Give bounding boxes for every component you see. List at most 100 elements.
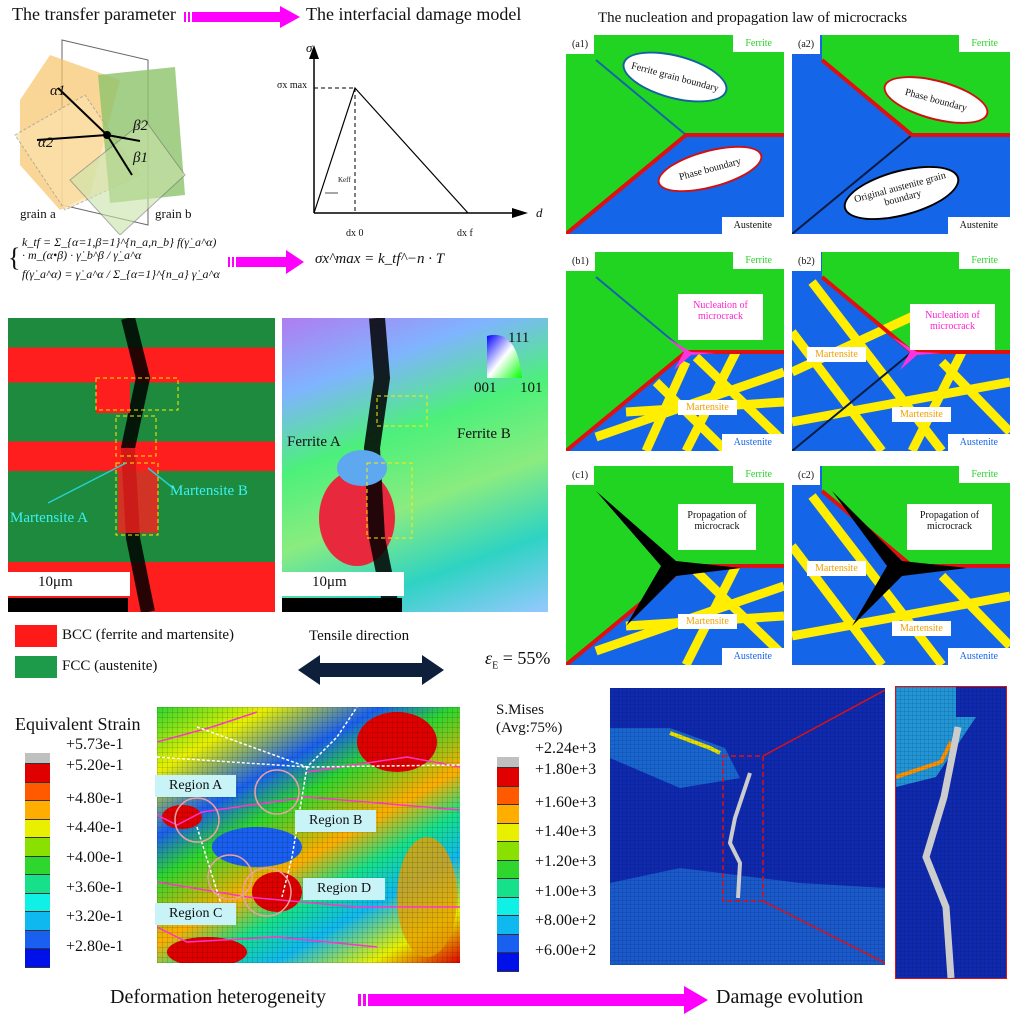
panel-b1: (b1) Ferrite Austenite Nucleation of mic…: [566, 252, 784, 451]
double-arrow-icon: [298, 655, 444, 685]
region-d-label: Region D: [303, 878, 386, 900]
colorbar-segment: [25, 930, 50, 949]
colorbar-segment: [25, 875, 50, 894]
epsilon-sub: E: [492, 660, 499, 672]
strain-value: εE = 55%: [485, 648, 550, 672]
austenite-label: Austenite: [721, 217, 784, 234]
ipf-101-label: 101: [520, 380, 543, 396]
ipf-001-label: 001: [474, 380, 497, 396]
crack-zoom-features: [896, 687, 1006, 978]
colorbar-tick-label: +2.24e+3: [535, 740, 597, 757]
colorbar-tick-label: +1.40e+3: [535, 823, 597, 840]
colorbar-tick-label: +5.73e-1: [66, 736, 124, 753]
colorbar-tick-label: +4.00e-1: [66, 849, 124, 866]
colorbar-tick-label: +1.80e+3: [535, 761, 597, 778]
bcc-swatch: [15, 625, 57, 647]
interfacial-damage-title: The interfacial damage model: [306, 4, 522, 24]
fcc-label: FCC (austenite): [62, 658, 158, 674]
phase-map-features: [47, 318, 179, 612]
colorbar-tick-label: +1.60e+3: [535, 794, 597, 811]
fcc-swatch: [15, 656, 57, 678]
martensite-label: Martensite: [892, 621, 951, 636]
colorbar-segment: [25, 801, 50, 820]
colorbar-tick-label: +1.20e+3: [535, 853, 597, 870]
grain-b-label: grain b: [155, 206, 192, 221]
smises-title: S.Mises: [496, 702, 544, 718]
colorbar-segment: [497, 757, 519, 768]
martensite-label: Martensite: [807, 561, 866, 576]
strain-colorbar: [25, 753, 50, 968]
df-label: dx f: [457, 228, 473, 239]
region-b-label: Region B: [295, 810, 377, 832]
martensite-label: Martensite: [807, 347, 866, 362]
austenite-label: Austenite: [947, 648, 1010, 665]
brace: {: [8, 243, 21, 272]
colorbar-tick-label: +6.00e+2: [535, 942, 597, 959]
nucleation-callout: Nucleation of microcrack: [678, 294, 763, 340]
ferrite-label: Ferrite: [959, 35, 1010, 52]
stress-contour-features: [610, 688, 885, 965]
colorbar-segment: [25, 782, 50, 801]
panel-c1: (c1) Ferrite Austenite Propagation of mi…: [566, 466, 784, 665]
ferrite-label: Ferrite: [959, 466, 1010, 483]
colorbar-segment: [497, 916, 519, 935]
colorbar-segment: [497, 860, 519, 879]
martensite-label: Martensite: [678, 400, 737, 415]
alpha1-label: α1: [50, 83, 66, 99]
sigma-max-label: σx max: [277, 80, 308, 91]
strain-contour-map: [157, 707, 460, 963]
microcrack-title: The nucleation and propagation law of mi…: [598, 10, 908, 26]
panel-a2: (a2) Ferrite Austenite Phase boundary Or…: [792, 35, 1010, 234]
austenite-label: Austenite: [947, 217, 1010, 234]
tensile-direction-label: Tensile direction: [309, 628, 410, 644]
colorbar-tick-label: +2.80e-1: [66, 938, 124, 955]
colorbar-tick-label: +3.20e-1: [66, 908, 124, 925]
panel-a1: (a1) Ferrite Austenite Ferrite grain bou…: [566, 35, 784, 234]
martensite-a-label: Martensite A: [10, 510, 88, 526]
colorbar-segment: [497, 768, 519, 787]
magenta-arrow-icon: [228, 250, 304, 274]
smises-subtitle: (Avg:75%): [496, 720, 563, 736]
colorbar-segment: [25, 764, 50, 783]
region-c-label: Region C: [155, 903, 237, 925]
nucleation-callout: Nucleation of microcrack: [910, 304, 995, 350]
scale-bar-label: 10μm: [282, 572, 404, 596]
propagation-callout: Propagation of microcrack: [907, 504, 992, 550]
colorbar-segment: [497, 879, 519, 898]
formula-sigma-max: σx^max = k_tf^−n · T: [315, 251, 445, 267]
colorbar-segment: [497, 786, 519, 805]
colorbar-segment: [25, 838, 50, 857]
equivalent-strain-title: Equivalent Strain: [15, 714, 141, 734]
ipf-111-label: 111: [508, 330, 530, 346]
ferrite-a-label: Ferrite A: [287, 434, 341, 450]
slip-transfer-diagram: [14, 39, 186, 235]
colorbar-segment: [25, 893, 50, 912]
colorbar-segment: [497, 805, 519, 824]
ipf-map-features: [319, 318, 522, 612]
martensite-b-label: Martensite B: [170, 483, 248, 499]
panel-label: (c1): [566, 466, 595, 485]
crack-zoom-inset: [895, 686, 1007, 979]
scale-bar-label: 10μm: [8, 572, 130, 596]
grain-a-label: grain a: [20, 206, 56, 221]
bcc-label: BCC (ferrite and martensite): [62, 627, 235, 643]
ferrite-label: Ferrite: [733, 35, 784, 52]
magenta-arrow-icon: [184, 6, 300, 28]
colorbar-segment: [25, 856, 50, 875]
colorbar-tick-label: +4.40e-1: [66, 819, 124, 836]
panel-label: (a1): [566, 35, 595, 54]
beta2-label: β2: [133, 118, 148, 134]
scale-bar: [282, 598, 402, 612]
keff-label: Keff: [338, 176, 351, 184]
magenta-arrow-icon: [358, 986, 708, 1014]
martensite-label: Martensite: [892, 407, 951, 422]
panel-b2: (b2) Ferrite Austenite Nucleation of mic…: [792, 252, 1010, 451]
beta1-label: β1: [133, 150, 148, 166]
panel-c2: (c2) Ferrite Austenite Propagation of mi…: [792, 466, 1010, 665]
sigma-axis-label: σ: [306, 40, 313, 55]
colorbar-segment: [25, 949, 50, 968]
austenite-label: Austenite: [721, 648, 784, 665]
traction-separation-chart: [309, 45, 528, 218]
alpha2-label: α2: [38, 135, 54, 151]
